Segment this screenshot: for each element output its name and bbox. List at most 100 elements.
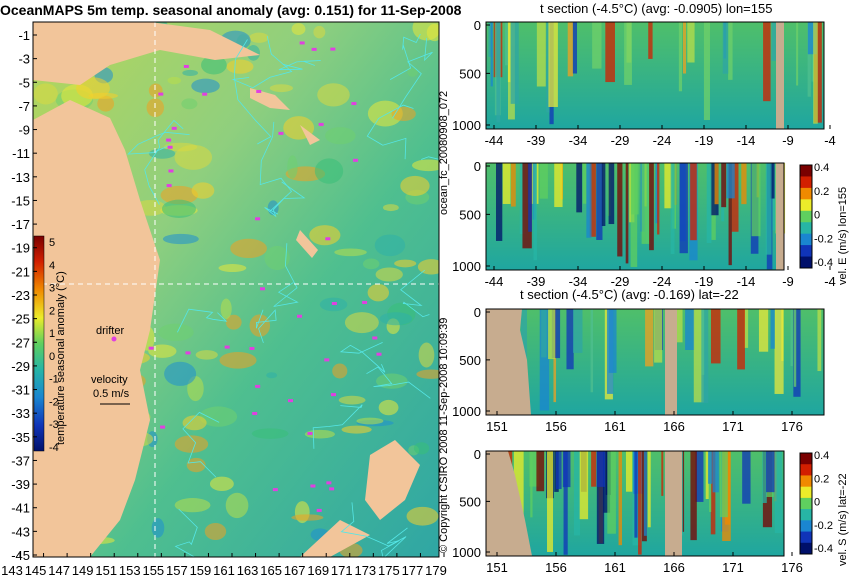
drifter-marker bbox=[299, 41, 305, 45]
map-y-tick-label: -41 bbox=[11, 501, 30, 516]
map-x-tick-label: 149 bbox=[72, 563, 94, 578]
map-x-tick-label: 167 bbox=[284, 563, 306, 578]
section-y-tick-label: 0 bbox=[474, 447, 481, 462]
velocity-colorbar-tick-label: 0 bbox=[814, 497, 820, 509]
velocity-colorbar-tick-label: 0.2 bbox=[814, 473, 829, 485]
anomaly-patch bbox=[406, 506, 439, 526]
depth-contour bbox=[339, 342, 386, 373]
depth-contour bbox=[366, 104, 414, 160]
section-streak bbox=[654, 309, 663, 363]
depth-contours bbox=[127, 33, 439, 557]
anomaly-patch bbox=[167, 76, 182, 85]
depth-contour bbox=[400, 269, 430, 318]
section-streak bbox=[638, 451, 642, 555]
depth-contour bbox=[264, 181, 306, 218]
section-y-tick-label: 1000 bbox=[452, 259, 481, 274]
section-streak bbox=[555, 451, 562, 490]
section-streak bbox=[705, 451, 709, 500]
map-y-tick-label: -25 bbox=[11, 312, 30, 327]
drifter-marker bbox=[362, 300, 368, 304]
depth-contour bbox=[127, 131, 190, 155]
section-x-tick-label: -29 bbox=[611, 274, 630, 289]
section-streak bbox=[608, 163, 615, 225]
velocity-colorbar-segment bbox=[800, 176, 812, 189]
map-y-tick-label: -33 bbox=[11, 406, 30, 421]
section-streak bbox=[502, 163, 511, 204]
section-streak bbox=[522, 163, 532, 249]
anomaly-patch bbox=[418, 342, 435, 368]
drifter-marker bbox=[166, 184, 172, 188]
drifter-annotation: drifter bbox=[96, 325, 124, 337]
drifter-marker bbox=[331, 301, 337, 305]
drifter-marker bbox=[331, 393, 337, 397]
drifter-marker bbox=[278, 131, 284, 135]
colorbar-tick-label: 5 bbox=[49, 237, 55, 249]
map-title: OceanMAPS 5m temp. seasonal anomaly (avg… bbox=[0, 2, 462, 18]
section-streak bbox=[589, 163, 596, 237]
velocity-colorbar bbox=[799, 164, 813, 269]
section-x-tick-label: -24 bbox=[653, 274, 672, 289]
map-x-tick-label: 171 bbox=[331, 563, 353, 578]
section-streak bbox=[742, 451, 751, 504]
section-x-tick-label: 171 bbox=[722, 560, 744, 575]
map-y-tick-label: -21 bbox=[11, 264, 30, 279]
section-streak bbox=[539, 309, 550, 411]
section-frame bbox=[485, 21, 825, 130]
section-t-lat-title: t section (-4.5°C) (avg: -0.169) lat=-22 bbox=[520, 287, 739, 302]
section-streak bbox=[510, 163, 516, 207]
section-streak bbox=[495, 163, 503, 241]
anomaly-patch bbox=[266, 372, 278, 379]
map-x-tick-label: 175 bbox=[378, 563, 400, 578]
section-streak bbox=[678, 22, 683, 92]
section-y-tick-label: 0 bbox=[474, 159, 481, 174]
drifter-marker bbox=[272, 488, 278, 492]
velocity-colorbar-tick-label: 0 bbox=[814, 210, 820, 222]
section-streak bbox=[582, 163, 587, 204]
map-y-tick-label: -43 bbox=[11, 524, 30, 539]
drifter-marker bbox=[351, 102, 357, 106]
section-y-tick-label: 500 bbox=[459, 207, 481, 222]
velocity-colorbar-tick-label: -0.2 bbox=[814, 233, 833, 245]
section-y-tick-label: 1000 bbox=[452, 404, 481, 419]
drifter-legend-marker bbox=[111, 336, 117, 342]
section-x-tick-label: -29 bbox=[611, 133, 630, 148]
section-land bbox=[776, 163, 784, 270]
drifter-marker bbox=[167, 145, 173, 149]
anomaly-patch bbox=[416, 369, 439, 379]
section-streak bbox=[701, 309, 705, 375]
section-streak bbox=[655, 163, 659, 224]
anomaly-patch bbox=[412, 22, 439, 41]
section-streak bbox=[687, 22, 695, 63]
section-streak bbox=[682, 22, 687, 74]
drifter-marker bbox=[259, 287, 265, 291]
section-streak bbox=[807, 22, 817, 55]
anomaly-patch bbox=[249, 32, 269, 43]
section-streak bbox=[693, 309, 704, 403]
colorbar-tick-label: 4 bbox=[49, 260, 55, 272]
map-y-tick-label: -1 bbox=[18, 28, 30, 43]
anomaly-patch bbox=[164, 361, 197, 386]
map-panel: OceanMAPS 5m temp. seasonal anomaly (avg… bbox=[0, 2, 462, 578]
map-y-tick-label: -15 bbox=[11, 193, 30, 208]
anomaly-patch bbox=[411, 159, 439, 172]
map-x-tick-label: 173 bbox=[354, 563, 376, 578]
section-streak bbox=[771, 22, 780, 61]
anomaly-patch bbox=[151, 518, 165, 538]
section-x-tick-label: 151 bbox=[486, 419, 508, 434]
section-streak bbox=[645, 309, 654, 367]
section-x-tick-label: -24 bbox=[653, 133, 672, 148]
depth-contour bbox=[233, 39, 272, 145]
drifter-marker bbox=[185, 351, 191, 355]
section-streak bbox=[679, 163, 688, 254]
new-guinea-land bbox=[33, 22, 260, 85]
map-y-tick-label: -39 bbox=[11, 477, 30, 492]
anomaly-patch bbox=[367, 284, 390, 302]
section-streak bbox=[631, 163, 639, 215]
section-streak bbox=[536, 22, 546, 87]
anomaly-patch bbox=[407, 67, 418, 77]
section-streak bbox=[510, 22, 519, 104]
map-y-tick-label: -9 bbox=[18, 123, 30, 138]
section-streak bbox=[634, 451, 638, 538]
anomaly-patch bbox=[313, 25, 326, 39]
copyright-label: © Copyright CSIRO 2008 11-Sep-2008 10:09… bbox=[438, 318, 450, 553]
